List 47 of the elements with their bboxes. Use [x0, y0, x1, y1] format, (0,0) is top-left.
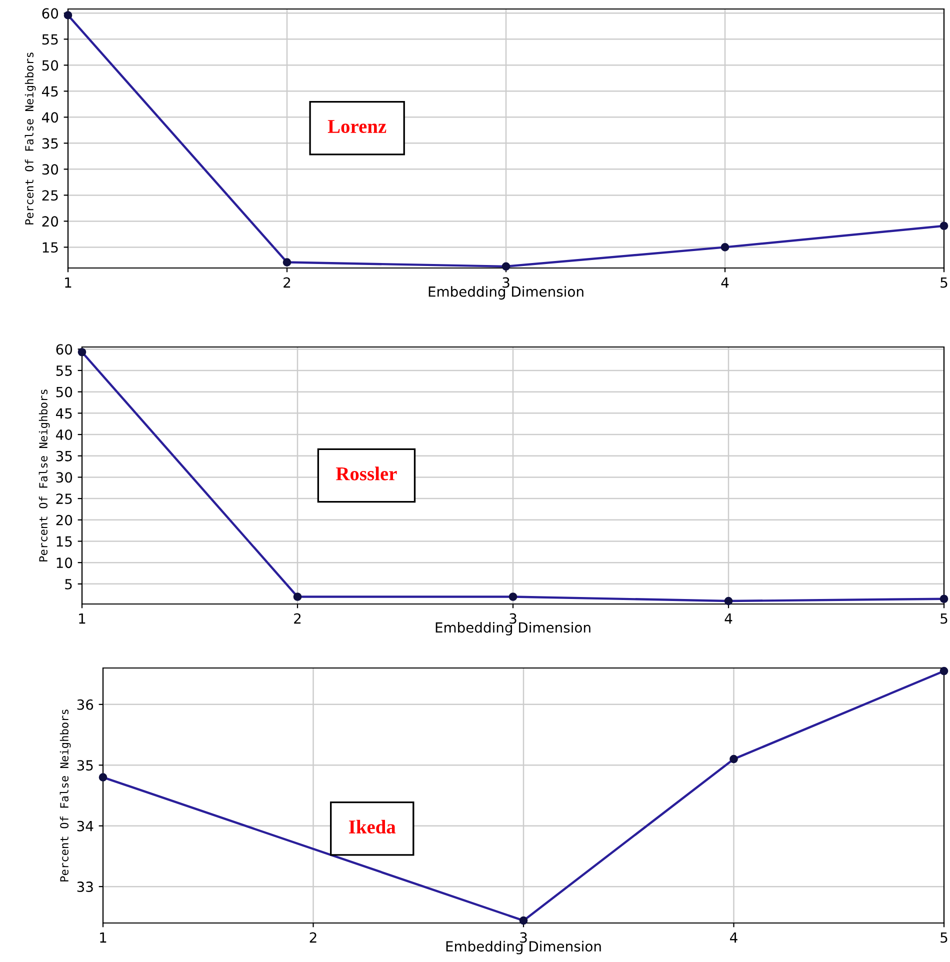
x-tick-label: 5 [940, 613, 948, 624]
y-tick-label: 30 [42, 164, 58, 175]
y-tick-label: 34 [77, 820, 94, 832]
y-tick-label: 35 [42, 138, 58, 149]
y-tick-label: 50 [42, 60, 58, 71]
x-tick-label: 3 [502, 277, 510, 288]
y-tick-label: 40 [56, 429, 72, 440]
y-axis-title: Percent Of False Neighbors [24, 52, 36, 224]
x-tick-label: 5 [940, 932, 948, 943]
x-tick-label: 4 [730, 932, 738, 943]
y-tick-label: 55 [56, 366, 72, 376]
y-tick-label: 40 [42, 112, 58, 123]
x-tick-label: 4 [724, 613, 732, 624]
annotation: Ikeda [349, 820, 396, 834]
annotation: Lorenz [328, 120, 386, 134]
y-axis-title: Percent Of False Neighbors [60, 710, 71, 882]
x-tick-label: 3 [510, 613, 516, 624]
x-tick-label: 1 [79, 613, 86, 624]
y-tick-label: 25 [56, 494, 72, 504]
y-tick-label: 20 [56, 514, 72, 526]
y-tick-label: 45 [42, 86, 58, 97]
x-tick-label: 1 [100, 932, 106, 943]
y-tick-label: 5 [65, 579, 72, 590]
y-tick-label: 30 [56, 472, 72, 483]
x-tick-label: 3 [520, 932, 527, 943]
x-tick-label: 2 [294, 613, 301, 624]
y-tick-label: 25 [42, 190, 58, 201]
y-tick-label: 35 [77, 760, 93, 771]
y-tick-label: 50 [56, 386, 72, 398]
x-tick-label: 4 [721, 277, 729, 288]
x-tick-label: 2 [310, 932, 316, 943]
y-tick-label: 33 [77, 882, 93, 892]
x-tick-label: 1 [65, 277, 72, 288]
y-tick-label: 60 [42, 8, 58, 19]
x-tick-label: 5 [940, 277, 948, 288]
y-tick-label: 10 [56, 558, 72, 568]
y-axis-title: Percent Of False Neighbors [38, 390, 50, 562]
y-tick-label: 35 [56, 450, 72, 462]
y-tick-label: 36 [77, 699, 94, 710]
x-tick-label: 2 [284, 277, 290, 288]
y-tick-label: 15 [56, 536, 72, 547]
y-tick-label: 15 [42, 242, 58, 253]
y-tick-label: 60 [56, 344, 72, 355]
annotation: Rossler [336, 466, 397, 480]
y-tick-label: 55 [42, 34, 58, 45]
y-tick-label: 45 [56, 408, 72, 419]
y-tick-label: 20 [42, 216, 58, 227]
